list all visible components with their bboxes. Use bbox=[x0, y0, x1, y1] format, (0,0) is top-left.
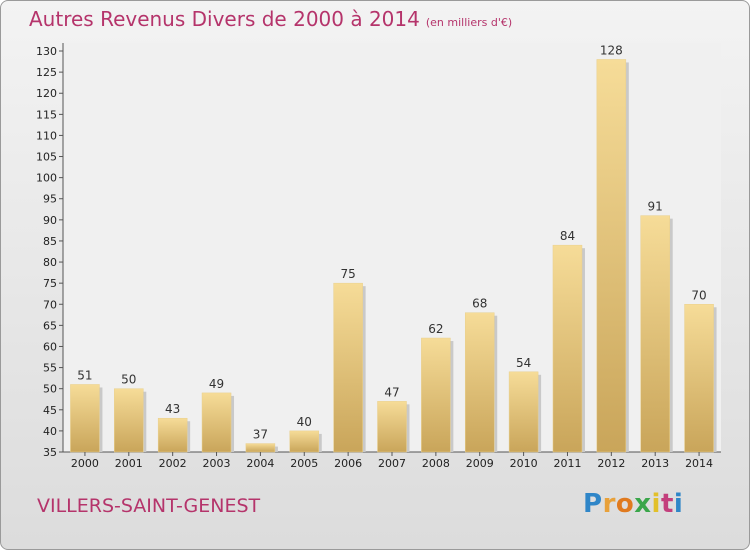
x-tick-label-2005: 2005 bbox=[290, 457, 318, 470]
bar-2000 bbox=[70, 384, 100, 453]
x-tick-label-2002: 2002 bbox=[159, 457, 187, 470]
logo-letter: o bbox=[615, 489, 635, 519]
logo-letter: x bbox=[634, 489, 652, 519]
bar-2014 bbox=[684, 304, 714, 453]
y-tick-label: 80 bbox=[43, 256, 57, 269]
x-tick-label-2006: 2006 bbox=[334, 457, 362, 470]
y-tick-label: 85 bbox=[43, 235, 57, 248]
y-tick-label: 40 bbox=[43, 425, 57, 438]
bar-2009 bbox=[464, 312, 495, 453]
data-label-2014: 70 bbox=[691, 288, 706, 302]
data-label-2004: 37 bbox=[253, 428, 268, 442]
data-label-2005: 40 bbox=[297, 415, 312, 429]
y-tick-label: 45 bbox=[43, 404, 57, 417]
bar-2008 bbox=[421, 337, 451, 453]
data-label-2007: 47 bbox=[384, 385, 399, 399]
logo-letter: P bbox=[583, 489, 603, 519]
logo-letter: r bbox=[602, 489, 616, 519]
bar-2005 bbox=[289, 430, 320, 453]
logo-letter: i bbox=[651, 489, 661, 519]
data-label-2001: 50 bbox=[121, 373, 136, 387]
y-tick-label: 65 bbox=[43, 319, 57, 332]
y-tick-label: 60 bbox=[43, 340, 57, 353]
y-tick-label: 55 bbox=[43, 362, 57, 375]
data-label-2010: 54 bbox=[516, 356, 531, 370]
y-tick-label: 50 bbox=[43, 383, 57, 396]
y-tick-label: 105 bbox=[36, 151, 57, 164]
x-tick-label-2009: 2009 bbox=[466, 457, 494, 470]
chart-title-main: Autres Revenus Divers de 2000 à 2014 bbox=[29, 7, 420, 31]
data-label-2008: 62 bbox=[428, 322, 443, 336]
y-tick-label: 115 bbox=[36, 108, 57, 121]
logo-letter: t bbox=[660, 489, 674, 519]
data-label-2002: 43 bbox=[165, 402, 180, 416]
x-tick-label-2011: 2011 bbox=[553, 457, 581, 470]
y-tick-label: 120 bbox=[36, 87, 57, 100]
bar-2013 bbox=[640, 215, 670, 453]
bar-2006 bbox=[333, 282, 363, 453]
chart-title: Autres Revenus Divers de 2000 à 2014 (en … bbox=[29, 7, 512, 31]
commune-name: VILLERS-SAINT-GENEST bbox=[37, 495, 261, 517]
bar-2010 bbox=[508, 371, 539, 453]
data-label-2000: 51 bbox=[77, 368, 92, 382]
y-tick-label: 130 bbox=[36, 45, 57, 58]
data-label-2012: 128 bbox=[600, 43, 623, 57]
logo-letter: i bbox=[673, 489, 684, 519]
x-tick-label-2014: 2014 bbox=[685, 457, 713, 470]
data-label-2013: 91 bbox=[648, 200, 663, 214]
y-tick-label: 35 bbox=[43, 446, 57, 459]
bar-2011 bbox=[552, 244, 583, 453]
bar-2002 bbox=[157, 417, 188, 453]
x-tick-label-2013: 2013 bbox=[641, 457, 669, 470]
data-label-2006: 75 bbox=[340, 267, 355, 281]
y-tick-label: 75 bbox=[43, 277, 57, 290]
bar-2003 bbox=[201, 392, 232, 453]
bar-2004 bbox=[245, 443, 276, 453]
data-label-2003: 49 bbox=[209, 377, 224, 391]
y-tick-label: 125 bbox=[36, 66, 57, 79]
y-tick-label: 70 bbox=[43, 298, 57, 311]
data-label-2009: 68 bbox=[472, 297, 487, 311]
x-tick-label-2000: 2000 bbox=[71, 457, 99, 470]
x-tick-label-2007: 2007 bbox=[378, 457, 406, 470]
x-tick-label-2001: 2001 bbox=[115, 457, 143, 470]
bar-2007 bbox=[377, 401, 407, 453]
x-tick-label-2003: 2003 bbox=[203, 457, 231, 470]
data-label-2011: 84 bbox=[560, 229, 575, 243]
x-tick-label-2008: 2008 bbox=[422, 457, 450, 470]
y-tick-label: 100 bbox=[36, 172, 57, 185]
y-tick-label: 95 bbox=[43, 193, 57, 206]
x-tick-label-2004: 2004 bbox=[246, 457, 274, 470]
bar-2012 bbox=[596, 59, 627, 453]
bar-2001 bbox=[114, 388, 144, 453]
x-tick-label-2010: 2010 bbox=[510, 457, 538, 470]
y-tick-label: 110 bbox=[36, 129, 57, 142]
proxiti-logo: Proxiti bbox=[583, 489, 683, 519]
chart-title-unit: (en milliers d'€) bbox=[425, 16, 513, 29]
y-tick-label: 90 bbox=[43, 214, 57, 227]
x-tick-label-2012: 2012 bbox=[597, 457, 625, 470]
